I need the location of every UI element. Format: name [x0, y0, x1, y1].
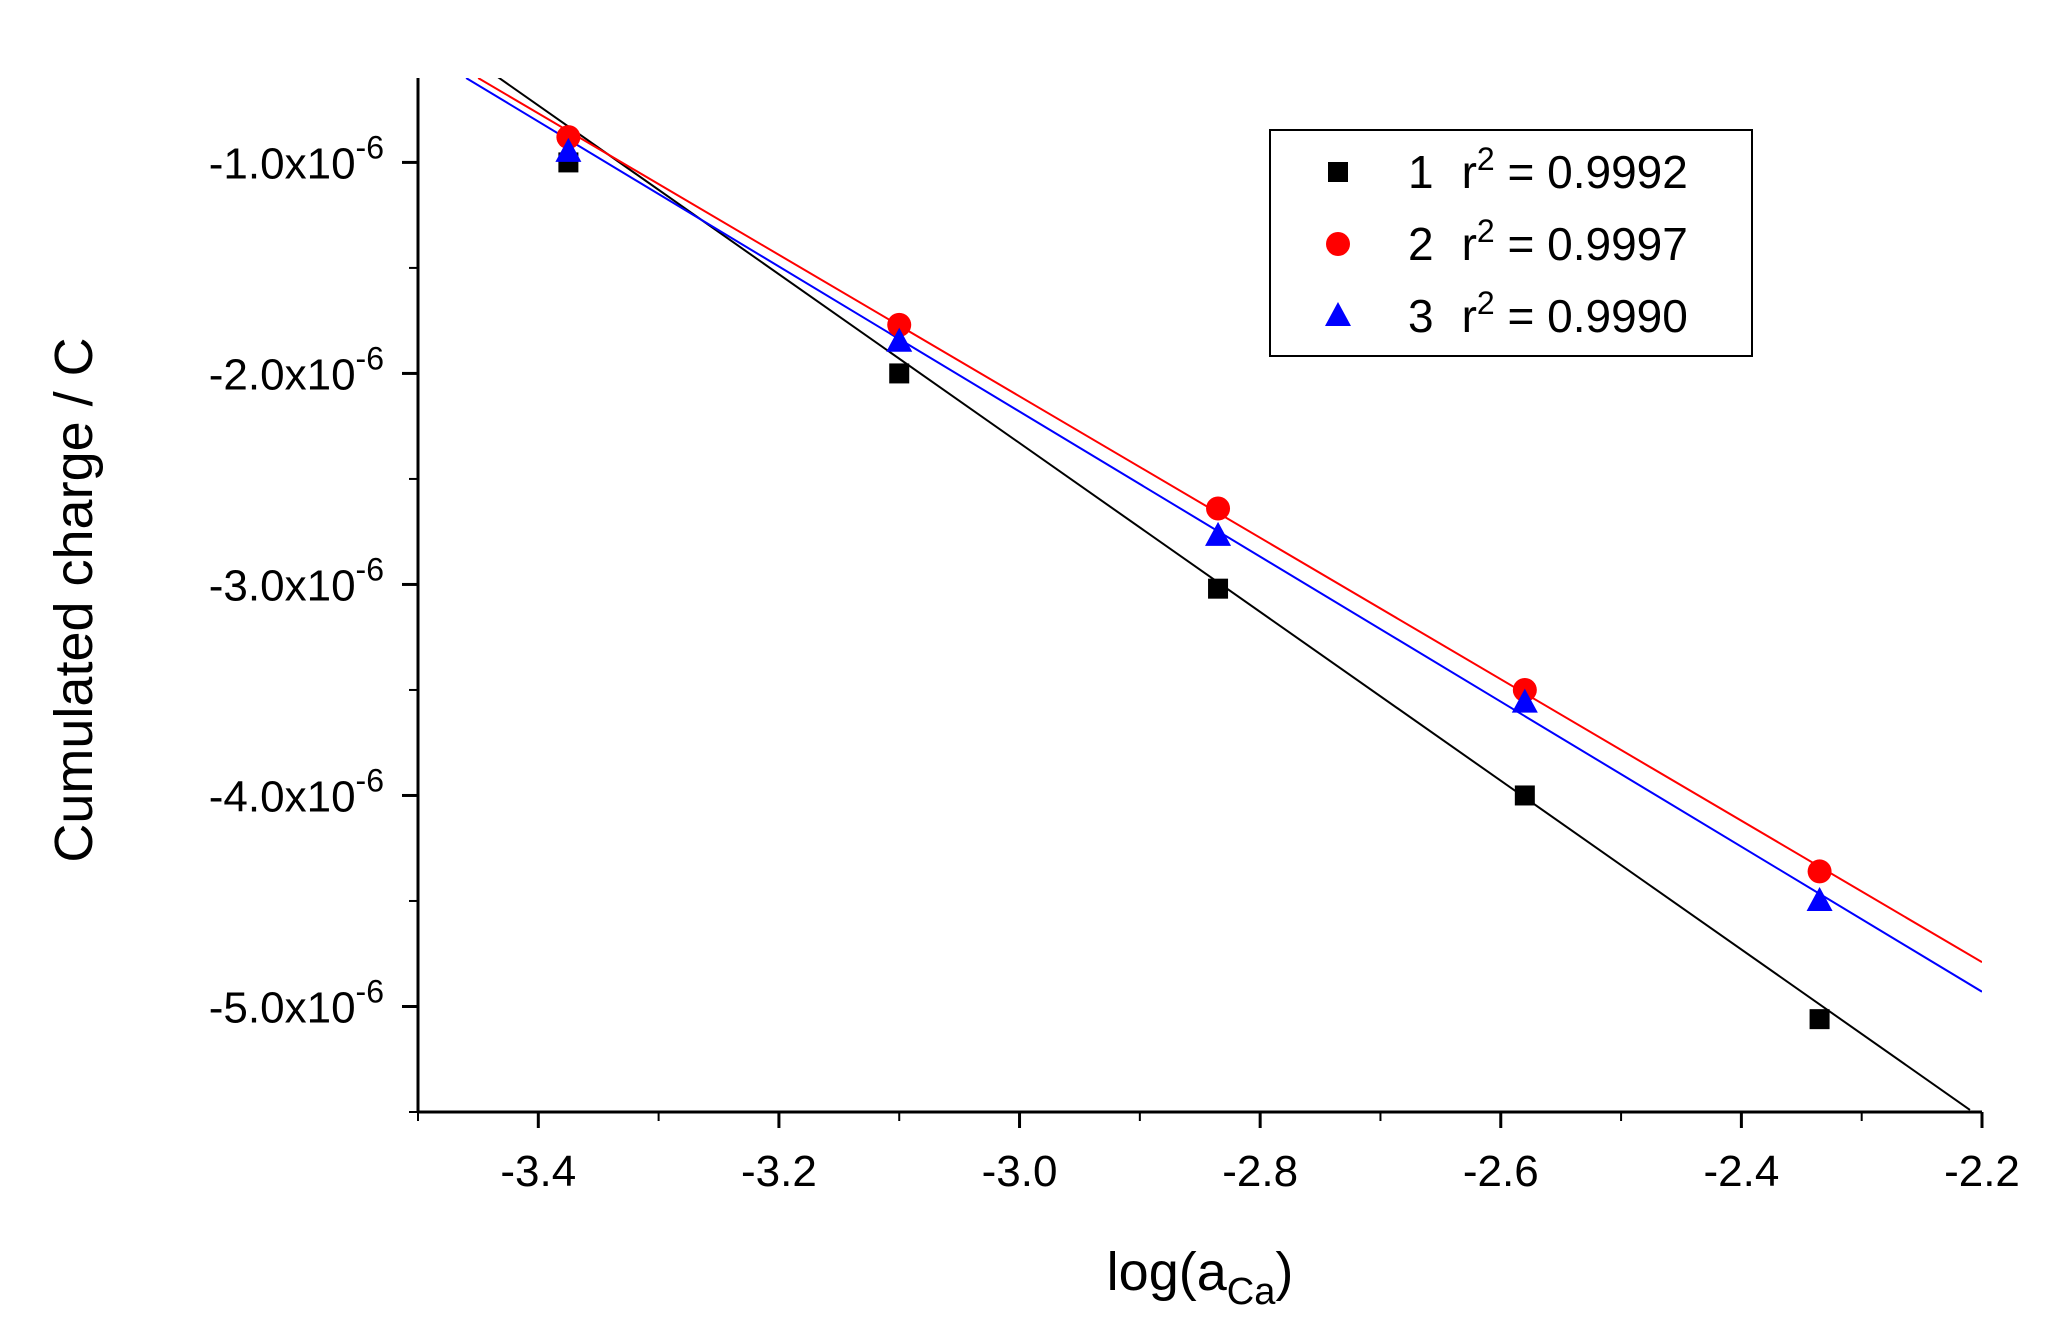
data-point-series-1 — [1208, 578, 1229, 599]
data-point-series-2 — [887, 312, 912, 337]
data-point-series-3 — [555, 137, 582, 162]
y-tick-label: -1.0x10-6 — [209, 129, 384, 188]
legend-box — [1269, 129, 1753, 357]
y-tick-label: -4.0x10-6 — [209, 762, 384, 821]
data-point-series-3 — [1205, 521, 1232, 546]
x-ticks: -3.4 -3.2 -3.0 -2.8 -2.6 -2.4 -2.2 — [417, 1112, 2020, 1196]
legend-marker-series-2 — [1326, 232, 1350, 256]
y-tick-label: -2.0x10-6 — [209, 340, 384, 399]
x-tick-label: -3.4 — [500, 1147, 576, 1196]
y-tick-label: -5.0x10-6 — [209, 973, 384, 1032]
y-tick-label: -3.0x10-6 — [209, 551, 384, 610]
x-tick-label: -2.2 — [1944, 1147, 2020, 1196]
x-tick-label: -3.2 — [741, 1147, 817, 1196]
x-tick-label: -3.0 — [982, 1147, 1058, 1196]
x-axis-title: log(aCa) — [1107, 1242, 1294, 1313]
legend-marker-series-1 — [1328, 162, 1348, 182]
legend-marker-series-3 — [1325, 302, 1351, 326]
legend-label-series-2: 2 r2 = 0.9997 — [1408, 213, 1688, 270]
legend-label-series-3: 3 r2 = 0.9990 — [1408, 285, 1688, 342]
fit-line-series-2 — [477, 78, 1982, 964]
legend-label-series-1: 1 r2 = 0.9992 — [1408, 141, 1688, 198]
data-markers — [555, 125, 1833, 1030]
data-point-series-2 — [556, 125, 581, 150]
data-point-series-2 — [1807, 859, 1832, 884]
y-ticks: -1.0x10-6 -2.0x10-6 -3.0x10-6 -4.0x10-6 -5.0… — [209, 129, 418, 1113]
data-point-series-3 — [886, 327, 913, 352]
data-point-series-3 — [1806, 886, 1833, 911]
plot-area: -3.4 -3.2 -3.0 -2.8 -2.6 -2.4 -2.2 -1.0x10-6 -2… — [209, 78, 2020, 1196]
x-tick-label: -2.4 — [1703, 1147, 1779, 1196]
x-tick-label: -2.8 — [1222, 1147, 1298, 1196]
data-point-series-1 — [1809, 1009, 1830, 1030]
legend: 1 r2 = 0.9992 2 r2 = 0.9997 3 r2 = 0.9990 — [1269, 129, 1753, 357]
data-point-series-1 — [889, 363, 910, 384]
data-point-series-2 — [1206, 496, 1231, 521]
x-tick-label: -2.6 — [1463, 1147, 1539, 1196]
data-point-series-1 — [1514, 785, 1535, 806]
y-axis-title: Cumulated charge / C — [44, 337, 104, 862]
data-point-series-3 — [1511, 688, 1538, 713]
